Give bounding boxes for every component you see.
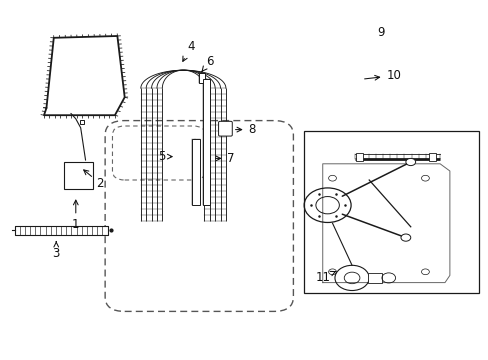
- Text: 9: 9: [377, 26, 385, 39]
- Text: 5: 5: [157, 150, 172, 163]
- Text: 7: 7: [215, 152, 234, 165]
- Bar: [15, 226, 107, 235]
- Bar: [63, 162, 93, 189]
- Text: 10: 10: [364, 69, 400, 82]
- Bar: [428, 153, 435, 161]
- Bar: [367, 273, 382, 283]
- Text: 4: 4: [183, 40, 194, 61]
- Bar: [192, 139, 199, 205]
- Text: 3: 3: [52, 242, 60, 260]
- Text: 11: 11: [315, 271, 335, 284]
- Bar: [203, 79, 210, 205]
- Text: 2: 2: [83, 170, 104, 190]
- Bar: [199, 73, 204, 83]
- Text: 1: 1: [72, 200, 80, 231]
- Circle shape: [405, 158, 415, 166]
- Bar: [304, 131, 478, 293]
- Text: 8: 8: [235, 123, 255, 136]
- Bar: [355, 153, 362, 161]
- Text: 6: 6: [202, 55, 214, 72]
- Circle shape: [400, 234, 410, 241]
- FancyBboxPatch shape: [218, 121, 232, 136]
